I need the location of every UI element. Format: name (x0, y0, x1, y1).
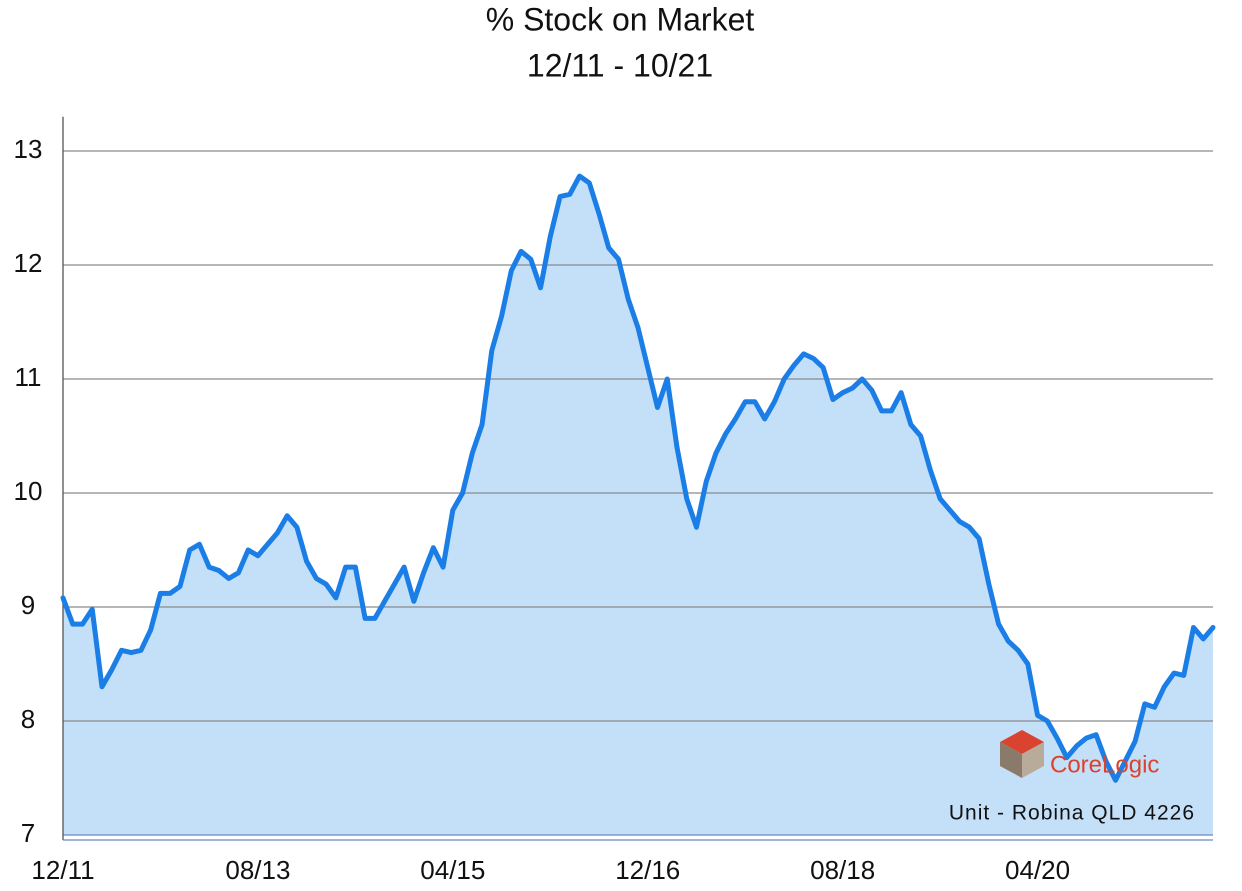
data-line (60, 173, 1216, 783)
x-tick-label: 08/13 (225, 855, 290, 885)
logo-cube-left (1000, 742, 1022, 778)
chart-subtitle: 12/11 - 10/21 (527, 47, 713, 83)
y-tick-label: 10 (14, 476, 43, 506)
y-tick-label: 12 (14, 248, 43, 278)
y-tick-label: 7 (21, 818, 35, 848)
logo-text: CoreLogic (1050, 751, 1159, 778)
y-tick-label: 8 (21, 704, 35, 734)
area-fill (63, 176, 1213, 835)
y-tick-label: 9 (21, 590, 35, 620)
x-tick-label: 12/16 (615, 855, 680, 885)
logo: CoreLogic (1000, 730, 1159, 778)
x-tick-label: 04/20 (1005, 855, 1070, 885)
plot-area: 7 8 9 10 11 12 13 12/11 08/13 04/15 12/16 08/18 04/2… (14, 116, 1216, 885)
x-tick-label: 12/11 (31, 855, 94, 885)
y-tick-label: 11 (15, 362, 42, 392)
chart-title: % Stock on Market (486, 1, 755, 37)
y-tick-label: 13 (14, 134, 43, 164)
x-tick-label: 04/15 (420, 855, 485, 885)
logo-cube-right (1022, 742, 1044, 778)
x-tick-label: 08/18 (810, 855, 875, 885)
annotation: Unit - Robina QLD 4226 (949, 802, 1195, 825)
